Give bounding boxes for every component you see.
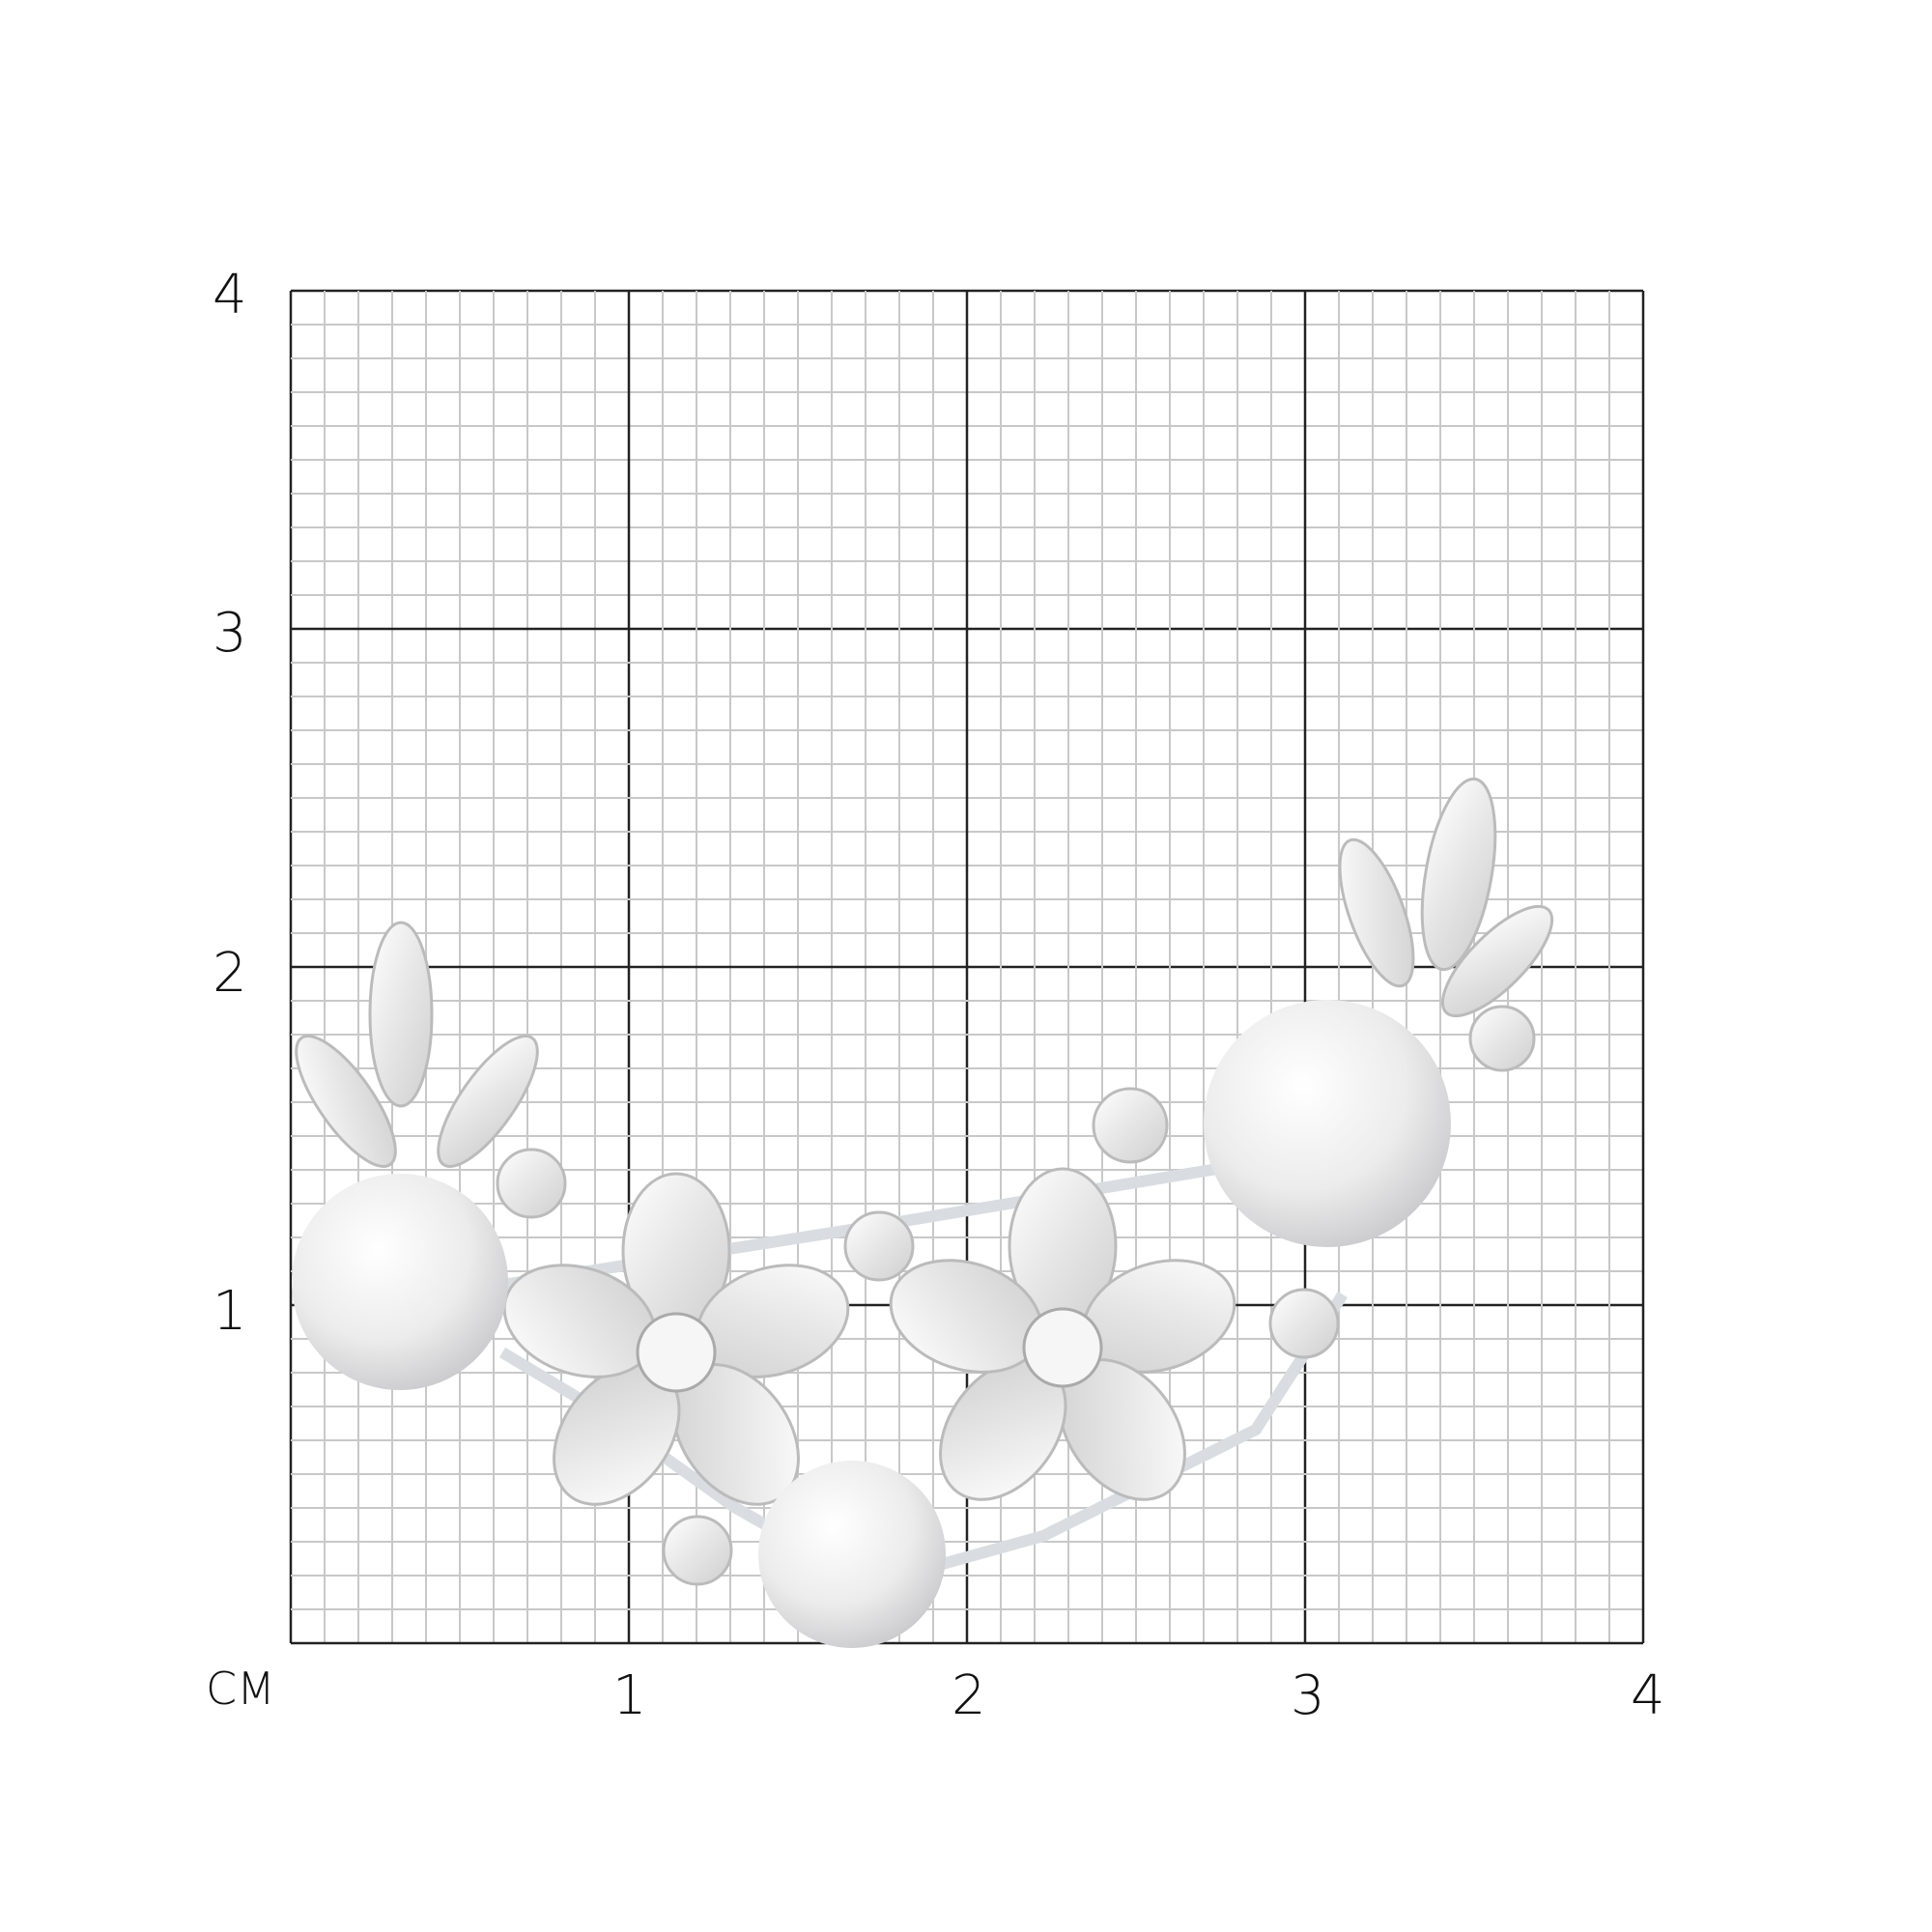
x-tick-1: 1 bbox=[612, 1664, 647, 1727]
flower-center-crystal bbox=[1022, 1307, 1103, 1388]
flower-center-crystal bbox=[636, 1312, 717, 1393]
pearl-bottom bbox=[758, 1461, 946, 1648]
crystal-flowers bbox=[502, 1167, 1236, 1506]
small-crystals bbox=[496, 1005, 1536, 1586]
unit-label: СМ bbox=[206, 1662, 275, 1715]
y-tick-4: 4 bbox=[213, 264, 247, 327]
crystal-flower bbox=[889, 1167, 1236, 1501]
pearl-right bbox=[1204, 1000, 1451, 1247]
pearls bbox=[292, 1000, 1451, 1648]
y-tick-2: 2 bbox=[213, 942, 247, 1005]
pearl-left bbox=[292, 1174, 508, 1390]
crystal-flower bbox=[502, 1172, 850, 1506]
x-tick-3: 3 bbox=[1291, 1664, 1325, 1727]
x-tick-4: 4 bbox=[1631, 1664, 1665, 1727]
y-tick-1: 1 bbox=[213, 1280, 247, 1343]
x-tick-2: 2 bbox=[952, 1664, 986, 1727]
leaf-cluster-right bbox=[1338, 777, 1554, 1018]
y-tick-3: 3 bbox=[213, 602, 247, 665]
leaf-cluster-left bbox=[295, 921, 539, 1168]
